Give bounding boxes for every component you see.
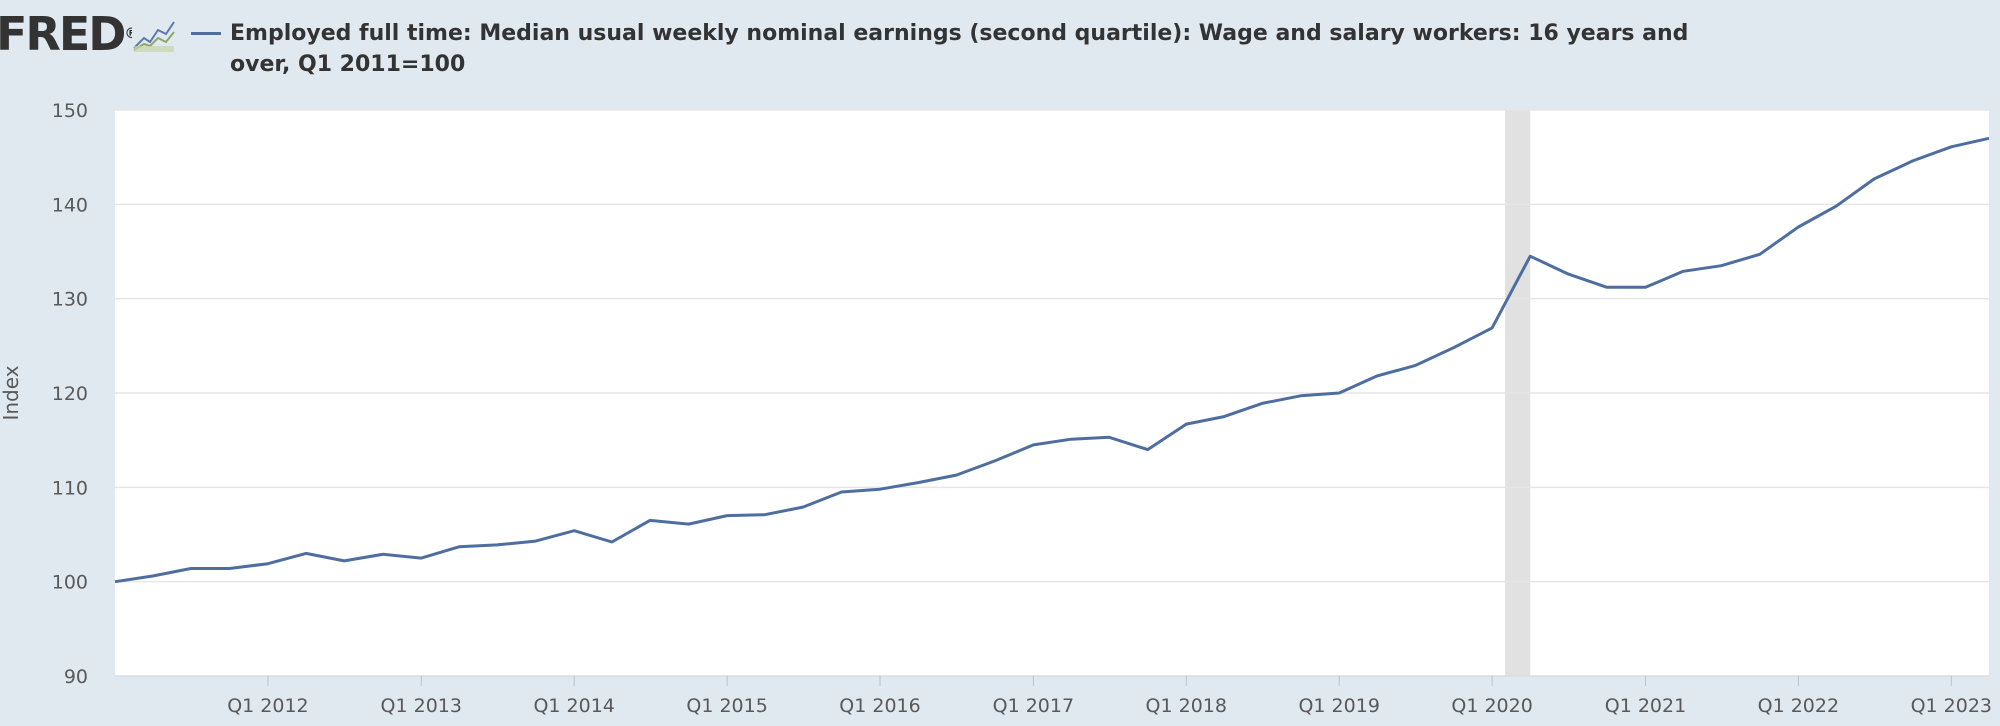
data-point[interactable] [1640, 282, 1650, 292]
data-point[interactable] [301, 548, 311, 558]
data-point[interactable] [186, 563, 196, 573]
data-point[interactable] [1487, 323, 1497, 333]
x-tick-label: Q1 2018 [1146, 695, 1227, 717]
data-point[interactable] [1143, 445, 1153, 455]
data-point[interactable] [1908, 156, 1918, 166]
x-tick-label: Q1 2014 [533, 695, 614, 717]
data-point[interactable] [1257, 398, 1267, 408]
data-point[interactable] [990, 456, 1000, 466]
data-point[interactable] [1372, 371, 1382, 381]
data-point[interactable] [836, 487, 846, 497]
data-point[interactable] [1946, 142, 1956, 152]
x-tick-label: Q1 2021 [1605, 695, 1686, 717]
data-point[interactable] [492, 540, 502, 550]
y-tick-label: 120 [52, 383, 88, 405]
data-point[interactable] [1181, 419, 1191, 429]
y-tick-label: 100 [52, 572, 88, 594]
data-point[interactable] [1066, 434, 1076, 444]
data-point[interactable] [1831, 201, 1841, 211]
data-point[interactable] [951, 470, 961, 480]
x-tick-label: Q1 2020 [1451, 695, 1532, 717]
data-point[interactable] [339, 556, 349, 566]
y-tick-label: 90 [64, 666, 88, 688]
data-point[interactable] [722, 511, 732, 521]
y-tick-label: 110 [52, 477, 88, 499]
data-point[interactable] [1219, 412, 1229, 422]
y-axis-ticks: 90 100 110 120 130 140 150 [52, 100, 88, 688]
data-point[interactable] [1984, 133, 1994, 143]
data-point[interactable] [1104, 432, 1114, 442]
data-point[interactable] [798, 502, 808, 512]
data-point[interactable] [224, 563, 234, 573]
data-point[interactable] [645, 515, 655, 525]
data-point[interactable] [263, 559, 273, 569]
data-point[interactable] [1602, 282, 1612, 292]
x-tick-label: Q1 2013 [381, 695, 462, 717]
y-axis-title: Index [0, 365, 23, 420]
x-tick-label: Q1 2012 [227, 695, 308, 717]
data-point[interactable] [569, 526, 579, 536]
data-point[interactable] [1525, 251, 1535, 261]
x-tick-label: Q1 2022 [1758, 695, 1839, 717]
data-point[interactable] [531, 536, 541, 546]
x-axis-ticks: Q1 2012 Q1 2013 Q1 2014 Q1 2015 Q1 2016 Q1 20… [115, 675, 1992, 717]
data-point[interactable] [1678, 266, 1688, 276]
y-tick-label: 130 [52, 289, 88, 311]
legend-line-swatch [191, 32, 221, 35]
data-point[interactable] [1296, 391, 1306, 401]
data-point[interactable] [378, 549, 388, 559]
data-point[interactable] [1028, 440, 1038, 450]
data-point[interactable] [684, 519, 694, 529]
data-point[interactable] [1334, 388, 1344, 398]
data-point[interactable] [110, 577, 120, 587]
x-tick-label: Q1 2023 [1911, 695, 1992, 717]
data-point[interactable] [1410, 361, 1420, 371]
series-layer [110, 133, 1994, 587]
data-point[interactable] [607, 537, 617, 547]
x-tick-label: Q1 2015 [686, 695, 767, 717]
x-tick-label: Q1 2016 [839, 695, 920, 717]
y-tick-label: 150 [52, 100, 88, 122]
data-point[interactable] [1449, 343, 1459, 353]
chart-header: FRED® Employed full time: Median usual w… [0, 0, 2000, 100]
x-tick-label: Q1 2019 [1298, 695, 1379, 717]
data-point[interactable] [875, 484, 885, 494]
data-point[interactable] [913, 478, 923, 488]
data-point[interactable] [416, 553, 426, 563]
data-point[interactable] [1793, 222, 1803, 232]
chart-title: Employed full time: Median usual weekly … [230, 21, 1689, 77]
fred-chart-icon [132, 16, 176, 54]
data-point[interactable] [454, 542, 464, 552]
data-point[interactable] [760, 510, 770, 520]
x-tick-label: Q1 2017 [993, 695, 1074, 717]
series-line[interactable] [114, 136, 1990, 584]
logo-text: FRED [0, 7, 126, 61]
data-point[interactable] [1716, 261, 1726, 271]
data-point[interactable] [148, 571, 158, 581]
data-point[interactable] [1563, 269, 1573, 279]
y-tick-label: 140 [52, 194, 88, 216]
data-point[interactable] [1755, 249, 1765, 259]
data-point[interactable] [1869, 174, 1879, 184]
